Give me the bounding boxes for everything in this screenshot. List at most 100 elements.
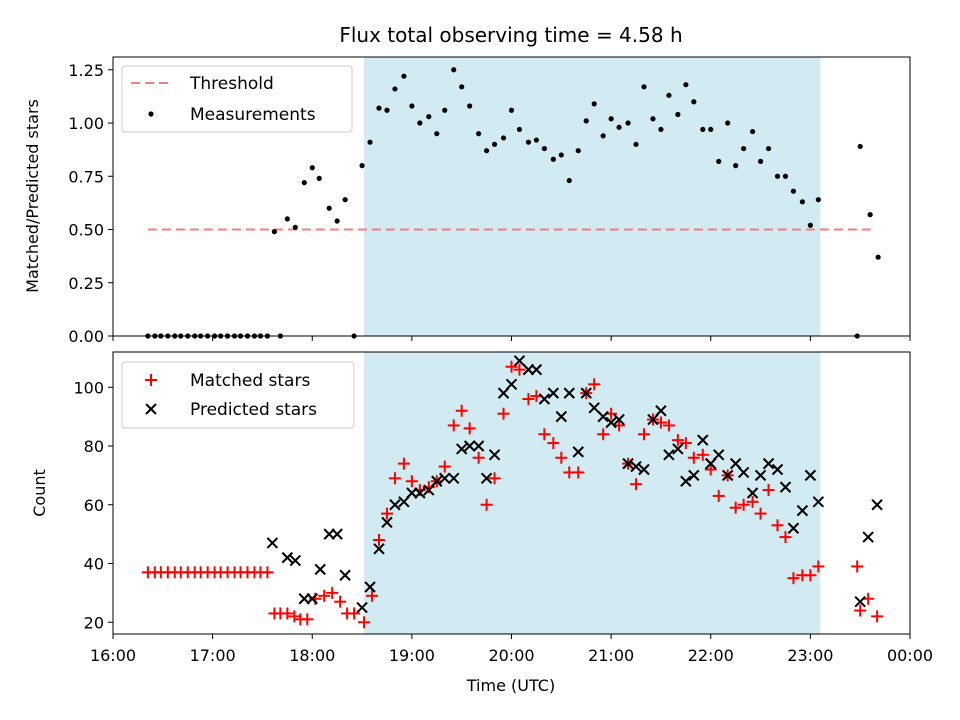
x-tick-label: 23:00 <box>787 646 833 665</box>
y-tick-label: 0.25 <box>68 274 104 293</box>
measurement-point <box>316 175 322 181</box>
matched-point <box>261 566 274 579</box>
predicted-point <box>530 363 543 376</box>
measurement-point <box>749 128 756 135</box>
matched-point <box>288 610 301 623</box>
matched-point <box>538 428 551 441</box>
measurement-point <box>725 120 731 126</box>
measurement-point <box>757 158 764 164</box>
legend-matched-swatch <box>145 374 157 386</box>
matched-point <box>588 378 601 391</box>
measurement-point <box>500 135 507 141</box>
measurement-point <box>675 111 681 118</box>
predicted-point <box>680 475 692 487</box>
matched-point <box>281 607 294 620</box>
predicted-point <box>389 499 401 511</box>
bottom-legend-box <box>121 361 355 429</box>
predicted-point <box>289 554 302 567</box>
matched-point <box>729 501 742 514</box>
matched-point <box>455 404 468 417</box>
measurement-point <box>292 224 298 230</box>
top-legend: Threshold Measurements <box>121 65 353 133</box>
measurement-point <box>867 212 873 218</box>
matched-point <box>630 478 643 491</box>
predicted-point <box>455 443 468 455</box>
bottom-legend: Matched stars Predicted stars <box>121 361 355 429</box>
matched-point <box>762 484 775 497</box>
matched-point <box>301 613 314 626</box>
measurement-point <box>271 229 277 235</box>
bottom-panel-ticks: 20 40 60 80 100 16:00 17:00 18:00 19:00 20:00 21:0… <box>73 378 933 665</box>
y-tick-label: 0.75 <box>68 167 104 186</box>
measurement-point <box>608 116 614 122</box>
predicted-point <box>505 378 518 391</box>
predicted-point <box>463 440 476 452</box>
measurement-point <box>467 103 473 109</box>
measurement-point <box>550 156 556 162</box>
matched-point <box>779 531 792 544</box>
measurement-point <box>650 116 656 122</box>
y-tick-label: 0.50 <box>68 221 104 240</box>
measurement-point <box>301 180 307 186</box>
matched-point <box>358 616 371 629</box>
x-tick-label: 16:00 <box>90 646 136 665</box>
predicted-point <box>563 387 575 399</box>
matched-point <box>804 569 817 582</box>
matched-point <box>463 422 476 435</box>
matched-point <box>380 507 393 520</box>
matched-point <box>488 472 501 485</box>
matched-point <box>679 437 692 450</box>
measurement-point <box>708 126 714 133</box>
matched-point <box>348 607 361 620</box>
measurement-point <box>309 165 315 171</box>
matched-point <box>597 428 610 441</box>
measurement-point <box>807 222 813 228</box>
measurement-point <box>434 131 440 137</box>
measurement-point <box>376 105 382 111</box>
predicted-point <box>480 472 493 485</box>
matched-point <box>547 437 560 450</box>
measurement-point <box>799 199 806 205</box>
predicted-point <box>787 522 800 534</box>
x-tick-label: 17:00 <box>190 646 236 665</box>
measurement-point <box>417 120 423 126</box>
predicted-point <box>597 410 609 423</box>
predicted-point <box>746 487 759 499</box>
measurement-point <box>525 139 532 145</box>
matched-point <box>572 466 585 479</box>
measurement-point <box>616 124 622 130</box>
measurement-point <box>541 145 547 152</box>
matched-point <box>787 572 800 585</box>
bottom-panel-frame <box>112 351 911 635</box>
matched-point <box>754 507 767 520</box>
measurement-point <box>641 84 647 90</box>
predicted-point <box>306 593 318 605</box>
predicted-point <box>754 469 767 482</box>
predicted-point <box>555 410 568 423</box>
matched-point <box>812 560 825 573</box>
legend-measurements-swatch <box>148 111 154 117</box>
measurement-point <box>716 158 722 164</box>
measurement-point <box>442 107 448 113</box>
matched-point <box>687 451 700 464</box>
predicted-point <box>580 387 592 399</box>
top-legend-box <box>121 65 353 133</box>
measurement-point <box>625 120 631 126</box>
measurement-point <box>508 107 515 113</box>
x-tick-label: 21:00 <box>588 646 634 665</box>
y-tick-label: 1.25 <box>68 61 104 80</box>
predicted-point <box>281 551 294 564</box>
measurement-point <box>491 141 498 147</box>
predicted-point <box>647 413 659 426</box>
predicted-point <box>638 463 650 476</box>
measurement-point <box>401 73 407 79</box>
bottom-panel-ylabel: Count <box>30 469 49 517</box>
y-tick-label: 100 <box>73 378 104 397</box>
predicted-point <box>630 460 642 473</box>
predicted-point <box>547 387 560 399</box>
measurement-point <box>666 92 672 98</box>
measurement-point <box>459 84 465 90</box>
measurement-point <box>384 107 390 113</box>
top-panel-ticks: 0.00 0.25 0.50 0.75 1.00 1.25 <box>68 61 911 346</box>
